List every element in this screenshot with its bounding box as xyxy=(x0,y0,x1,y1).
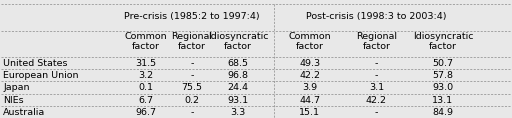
Text: Regional
factor: Regional factor xyxy=(172,32,212,51)
Text: NIEs: NIEs xyxy=(3,96,24,105)
Text: United States: United States xyxy=(3,59,68,68)
Text: Common
factor: Common factor xyxy=(124,32,167,51)
Text: 96.8: 96.8 xyxy=(227,71,249,80)
Text: -: - xyxy=(190,108,194,117)
Text: 42.2: 42.2 xyxy=(299,71,321,80)
Text: 93.0: 93.0 xyxy=(432,83,454,92)
Text: -: - xyxy=(190,59,194,68)
Text: Pre-crisis (1985:2 to 1997:4): Pre-crisis (1985:2 to 1997:4) xyxy=(124,12,260,21)
Text: European Union: European Union xyxy=(3,71,78,80)
Text: 44.7: 44.7 xyxy=(299,96,321,105)
Text: Japan: Japan xyxy=(3,83,30,92)
Text: 24.4: 24.4 xyxy=(227,83,249,92)
Text: 0.2: 0.2 xyxy=(184,96,200,105)
Text: Post-crisis (1998:3 to 2003:4): Post-crisis (1998:3 to 2003:4) xyxy=(306,12,446,21)
Text: 75.5: 75.5 xyxy=(181,83,203,92)
Text: 57.8: 57.8 xyxy=(432,71,454,80)
Text: 84.9: 84.9 xyxy=(432,108,454,117)
Text: Regional
factor: Regional factor xyxy=(356,32,397,51)
Text: 96.7: 96.7 xyxy=(135,108,157,117)
Text: 15.1: 15.1 xyxy=(299,108,321,117)
Text: -: - xyxy=(375,108,378,117)
Text: Idiosyncratic
factor: Idiosyncratic factor xyxy=(208,32,268,51)
Text: 31.5: 31.5 xyxy=(135,59,157,68)
Text: -: - xyxy=(375,59,378,68)
Text: 3.3: 3.3 xyxy=(230,108,246,117)
Text: 0.1: 0.1 xyxy=(138,83,154,92)
Text: Australia: Australia xyxy=(3,108,46,117)
Text: Idiosyncratic
factor: Idiosyncratic factor xyxy=(413,32,473,51)
Text: 42.2: 42.2 xyxy=(366,96,387,105)
Text: -: - xyxy=(375,71,378,80)
Text: 13.1: 13.1 xyxy=(432,96,454,105)
Text: 3.9: 3.9 xyxy=(302,83,317,92)
Text: 3.2: 3.2 xyxy=(138,71,154,80)
Text: 68.5: 68.5 xyxy=(227,59,249,68)
Text: 3.1: 3.1 xyxy=(369,83,384,92)
Text: Common
factor: Common factor xyxy=(288,32,331,51)
Text: 6.7: 6.7 xyxy=(138,96,154,105)
Text: 93.1: 93.1 xyxy=(227,96,249,105)
Text: 49.3: 49.3 xyxy=(299,59,321,68)
Text: 50.7: 50.7 xyxy=(432,59,454,68)
Text: -: - xyxy=(190,71,194,80)
